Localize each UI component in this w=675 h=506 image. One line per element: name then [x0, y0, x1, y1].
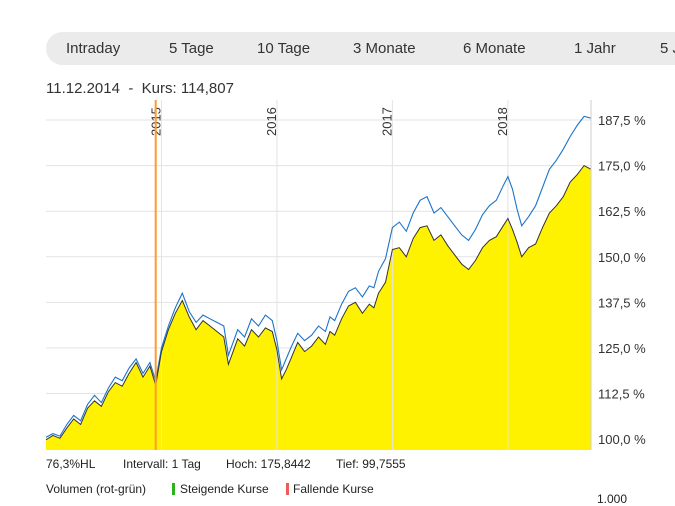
falling-swatch [286, 483, 289, 495]
tab-5-days[interactable]: 5 Tage [169, 40, 214, 57]
y-tick-label: 100,0 % [598, 432, 646, 447]
y-tick-label: 137,5 % [598, 295, 646, 310]
y-tick-label: 150,0 % [598, 250, 646, 265]
x-tick-label: 2016 [264, 107, 279, 136]
stat-interval: Intervall: 1 Tag [123, 457, 201, 471]
volume-legend-title: Volumen (rot-grün) [46, 482, 147, 496]
stat-low: Tief: 99,7555 [336, 457, 406, 471]
stat-high: Hoch: 175,8442 [226, 457, 311, 471]
y-tick-label: 162,5 % [598, 204, 646, 219]
rising-swatch [172, 483, 175, 495]
legend-rising: Steigende Kurse [180, 482, 269, 496]
tab-5-years[interactable]: 5 J [660, 40, 675, 57]
y-tick-label: 125,0 % [598, 341, 646, 356]
tab-10-days[interactable]: 10 Tage [257, 40, 311, 57]
tab-1-year[interactable]: 1 Jahr [574, 40, 616, 57]
volume-axis-tick: 1.000 [597, 492, 628, 506]
main-series-line [45, 164, 592, 441]
x-tick-label: 2017 [379, 107, 394, 136]
tab-6-months[interactable]: 6 Monate [463, 40, 526, 57]
x-tick-label: 2018 [495, 107, 510, 136]
time-range-tabbar: Intraday 5 Tage 10 Tage 3 Monate 6 Monat… [46, 32, 675, 65]
y-tick-label: 187,5 % [598, 113, 646, 128]
price-headline: 11.12.2014 - Kurs: 114,807 [46, 80, 234, 97]
y-tick-label: 175,0 % [598, 159, 646, 174]
legend-falling: Fallende Kurse [293, 482, 374, 496]
tab-intraday[interactable]: Intraday [66, 40, 121, 57]
stat-hl: 76,3%HL [46, 457, 96, 471]
price-chart[interactable]: 100,0 % 112,5 % 125,0 % 137,5 % 150,0 % 162,5… [0, 98, 675, 458]
headline-separator: - [128, 80, 134, 97]
y-tick-label: 112,5 % [598, 386, 645, 401]
tab-3-months[interactable]: 3 Monate [353, 40, 416, 57]
compare-series-line [45, 115, 592, 438]
main-series-area [46, 165, 591, 450]
headline-price: Kurs: 114,807 [141, 80, 234, 97]
headline-date: 11.12.2014 [46, 80, 120, 97]
